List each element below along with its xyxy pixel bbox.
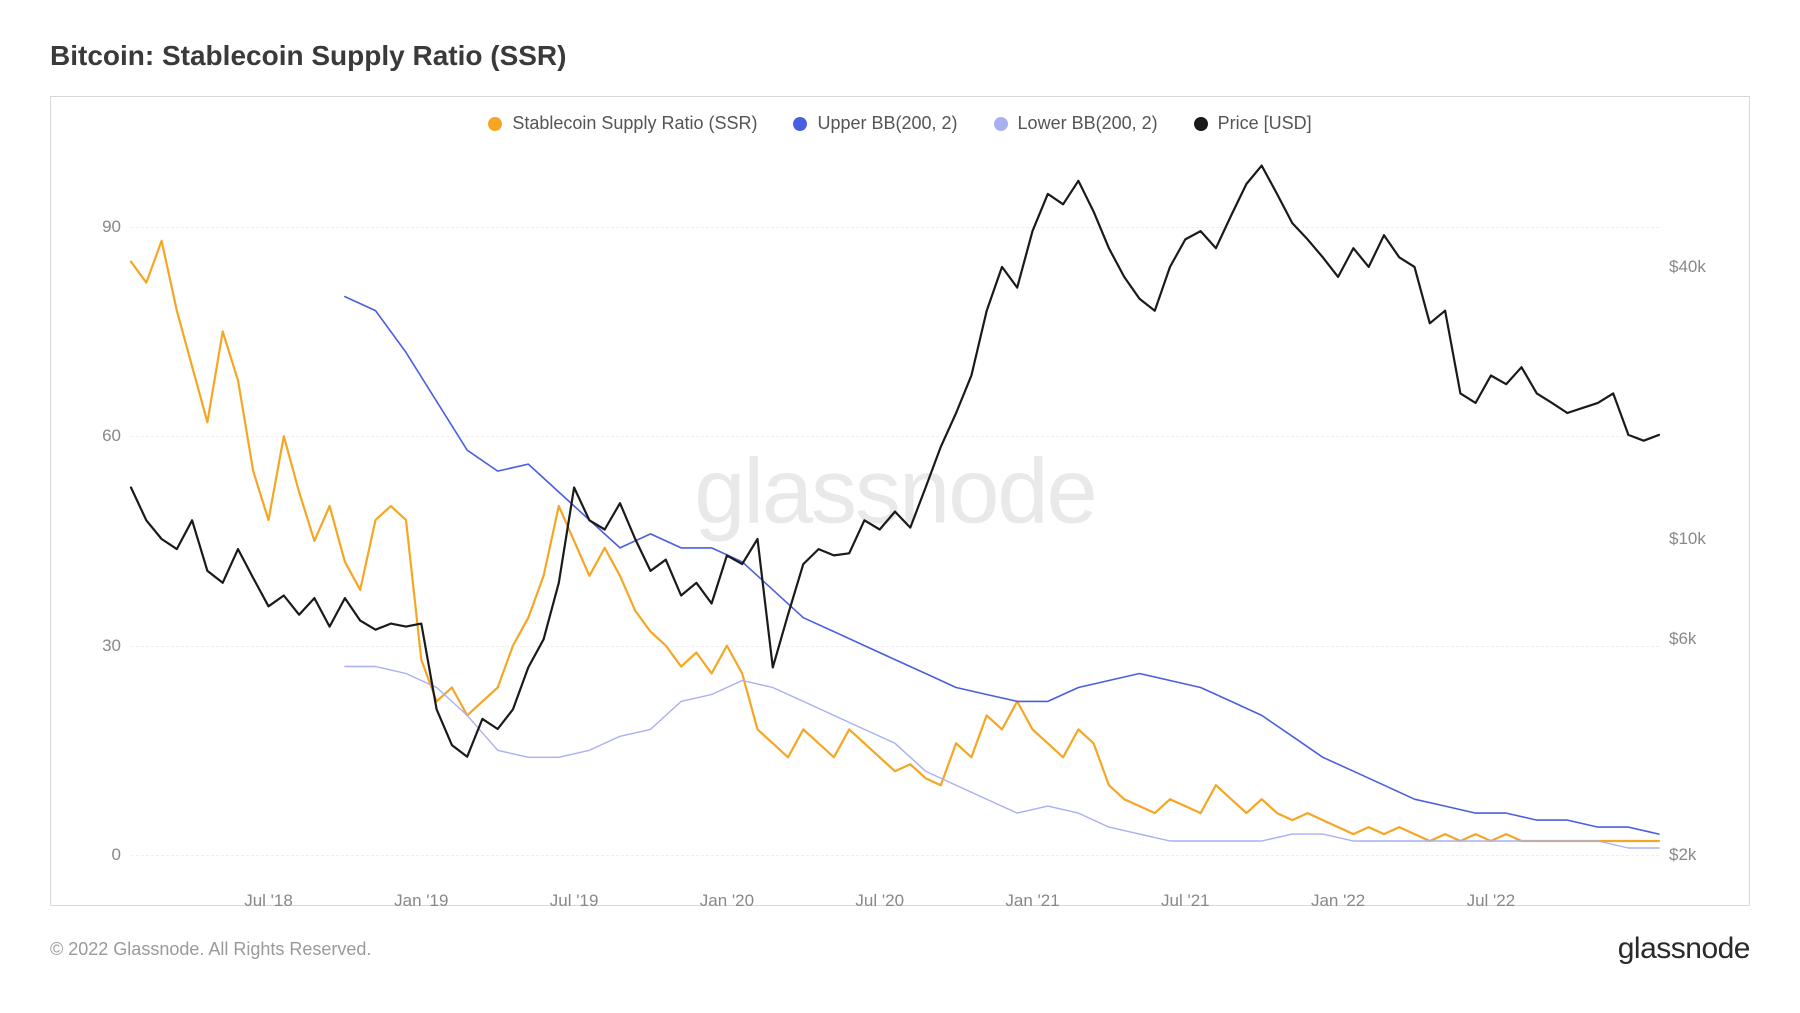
y-axis-right: $2k$6k$10k$40k xyxy=(1669,157,1729,855)
series-line xyxy=(345,297,1659,835)
series-line xyxy=(131,166,1659,757)
y-left-tick: 90 xyxy=(102,217,121,237)
x-tick: Jan '22 xyxy=(1311,891,1365,911)
legend-marker xyxy=(994,117,1008,131)
chart-container: Stablecoin Supply Ratio (SSR) Upper BB(20… xyxy=(50,96,1750,906)
x-tick: Jul '22 xyxy=(1467,891,1516,911)
legend-marker xyxy=(1194,117,1208,131)
chart-title: Bitcoin: Stablecoin Supply Ratio (SSR) xyxy=(50,40,1750,72)
legend-marker xyxy=(488,117,502,131)
legend-item[interactable]: Lower BB(200, 2) xyxy=(994,113,1158,134)
brand-logo: glassnode xyxy=(1618,932,1750,966)
legend-label: Price [USD] xyxy=(1218,113,1312,134)
footer: © 2022 Glassnode. All Rights Reserved. g… xyxy=(50,932,1750,966)
x-tick: Jul '21 xyxy=(1161,891,1210,911)
legend-item[interactable]: Upper BB(200, 2) xyxy=(793,113,957,134)
legend-label: Stablecoin Supply Ratio (SSR) xyxy=(512,113,757,134)
y-left-tick: 60 xyxy=(102,426,121,446)
legend: Stablecoin Supply Ratio (SSR) Upper BB(20… xyxy=(51,97,1749,134)
y-right-tick: $10k xyxy=(1669,529,1706,549)
y-left-tick: 0 xyxy=(112,845,121,865)
series-line xyxy=(131,241,1659,841)
x-tick: Jul '20 xyxy=(855,891,904,911)
legend-label: Upper BB(200, 2) xyxy=(817,113,957,134)
plot-area: glassnode xyxy=(131,157,1659,855)
y-left-tick: 30 xyxy=(102,636,121,656)
y-right-tick: $2k xyxy=(1669,845,1696,865)
x-tick: Jul '19 xyxy=(550,891,599,911)
chart-svg xyxy=(131,157,1659,855)
series-line xyxy=(345,667,1659,849)
y-axis-left: 0306090 xyxy=(71,157,121,855)
legend-item[interactable]: Stablecoin Supply Ratio (SSR) xyxy=(488,113,757,134)
gridline xyxy=(131,855,1659,856)
x-tick: Jan '21 xyxy=(1005,891,1059,911)
legend-label: Lower BB(200, 2) xyxy=(1018,113,1158,134)
x-tick: Jan '20 xyxy=(700,891,754,911)
y-right-tick: $6k xyxy=(1669,629,1696,649)
legend-item[interactable]: Price [USD] xyxy=(1194,113,1312,134)
x-tick: Jul '18 xyxy=(244,891,293,911)
copyright-text: © 2022 Glassnode. All Rights Reserved. xyxy=(50,939,371,960)
legend-marker xyxy=(793,117,807,131)
y-right-tick: $40k xyxy=(1669,257,1706,277)
x-tick: Jan '19 xyxy=(394,891,448,911)
